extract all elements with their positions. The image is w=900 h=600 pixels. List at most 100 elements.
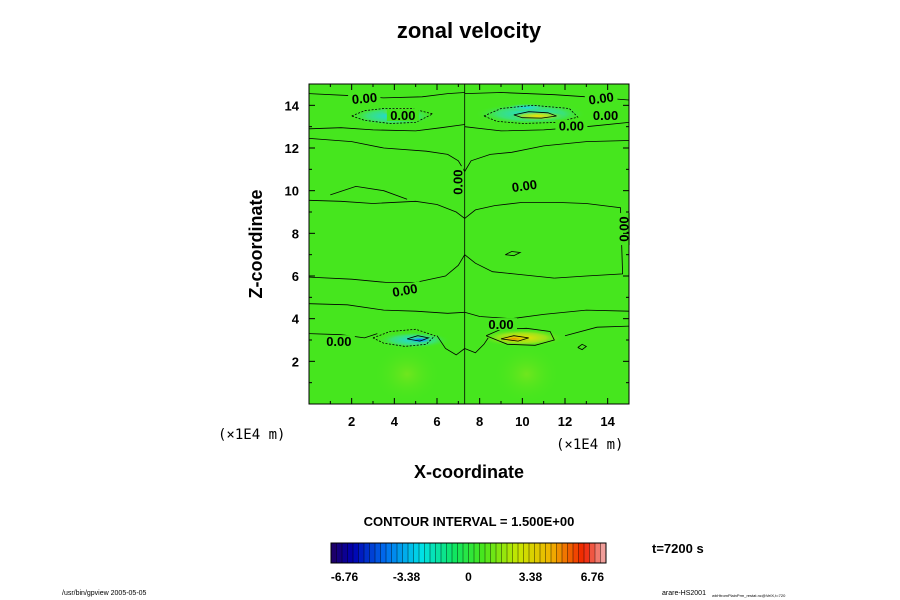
- colorbar-cell: [441, 543, 447, 563]
- contour-lower-left-top: [309, 303, 465, 314]
- colorbar-cell: [501, 543, 508, 563]
- contour-label: 0.00: [588, 89, 615, 107]
- colorbar-cell: [584, 543, 590, 563]
- contour-upper-right-core: [513, 111, 557, 119]
- colorbar-cell: [336, 543, 343, 563]
- contour-label-bg: [589, 109, 622, 121]
- feature-lower-left-bulge: [373, 344, 442, 404]
- contour-upper-left-plateau: [309, 138, 466, 172]
- colorbar-cell: [424, 543, 431, 563]
- colorbar-cell: [545, 543, 552, 563]
- y-tick-label: 12: [285, 141, 299, 156]
- colorbar-cell: [358, 543, 365, 563]
- colorbar-cell: [369, 543, 376, 563]
- contour-label: 0.00: [391, 281, 419, 300]
- plot-area: 0.000.000.000.000.000.00 0.000.000.000.00…: [285, 83, 632, 429]
- colorbar-cell: [402, 543, 409, 563]
- colorbar-cell: [589, 543, 596, 563]
- contour-lower-right-core: [500, 335, 529, 342]
- colorbar-cell: [512, 543, 519, 563]
- contour-lower-small-loop: [577, 343, 588, 351]
- colorbar-cell: [364, 543, 370, 563]
- colorbar-cell: [600, 543, 607, 563]
- colorbar-cell: [446, 543, 453, 563]
- contour-lower-left-ring: [372, 328, 436, 347]
- contour-mid-right-loop: [464, 202, 624, 279]
- contour-label: 0.00: [326, 334, 351, 349]
- colorbar-cell: [518, 543, 524, 563]
- colorbar: -6.76 -3.38 0 3.38 6.76: [330, 542, 607, 584]
- contour-interval: CONTOUR INTERVAL = 1.500E+00: [364, 514, 575, 529]
- colorbar-cell: [490, 543, 497, 563]
- contour-label: 0.00: [488, 317, 513, 332]
- colorbar-cell: [551, 543, 557, 563]
- colorbar-cell: [468, 543, 475, 563]
- colorbar-cell: [567, 543, 574, 563]
- colorbar-tick-label: -3.38: [393, 570, 421, 584]
- colorbar-cell: [419, 543, 425, 563]
- contour-label: 0.00: [593, 108, 618, 123]
- colorbar-cell: [474, 543, 480, 563]
- colorbar-cell: [391, 543, 398, 563]
- colorbar-cell: [413, 543, 420, 563]
- colorbar-cell: [342, 543, 348, 563]
- x-tick-label: 12: [558, 414, 572, 429]
- colorbar-tick-label: 6.76: [581, 570, 605, 584]
- contour-label-bg: [347, 90, 381, 106]
- contour-label-bg: [507, 177, 542, 194]
- x-tick-label: 4: [391, 414, 399, 429]
- x-tick-label: 8: [476, 414, 483, 429]
- contour-upper-left-top: [309, 92, 465, 99]
- contour-label: 0.00: [351, 90, 378, 107]
- y-tick-label: 8: [292, 226, 299, 241]
- contour-upper-left-bottom: [309, 124, 465, 132]
- feature-upper-right-negative: [505, 103, 548, 112]
- x-axis-unit: (×1E4 m): [556, 437, 623, 453]
- colorbar-ticks: -6.76 -3.38 0 3.38 6.76: [331, 570, 605, 584]
- colorbar-cell: [452, 543, 458, 563]
- colorbar-cell: [375, 543, 381, 563]
- colorbar-frame: [330, 542, 607, 564]
- contour-lower-left-core: [406, 335, 430, 342]
- contour-lower-center-left: [436, 335, 465, 356]
- colorbar-cell: [380, 543, 387, 563]
- contour-label-bg: [386, 109, 419, 121]
- y-tick-label: 10: [285, 184, 299, 199]
- contour-label-bg: [617, 213, 630, 246]
- contour-label-bg: [485, 318, 517, 331]
- contour-lines: [309, 84, 629, 404]
- time-label: t=7200 s: [652, 541, 704, 556]
- contour-label: 0.00: [390, 108, 415, 123]
- colorbar-cell: [507, 543, 513, 563]
- contour-lower-right-top: [464, 309, 629, 320]
- colorbar-tick-label: 3.38: [519, 570, 543, 584]
- contour-label-bg: [388, 281, 422, 299]
- colorbar-cell: [353, 543, 359, 563]
- colorbar-cell: [347, 543, 354, 563]
- colorbar-cell: [556, 543, 563, 563]
- x-tick-label: 2: [348, 414, 355, 429]
- plot-frame: [308, 83, 630, 405]
- footer-left: /usr/bin/gpview 2005-05-05: [62, 590, 147, 597]
- contour-upper-right-bottom: [464, 122, 629, 132]
- contour-label-bg: [322, 335, 355, 348]
- y-tick-label: 6: [292, 269, 299, 284]
- x-tick-label: 14: [600, 414, 615, 429]
- y-axis-unit: (×1E4 m): [218, 427, 285, 443]
- contour-upper-left-ring: [351, 108, 434, 124]
- contour-label: 0.00: [511, 177, 538, 195]
- x-axis-ticks: 2 4 6 8 10 12 14: [308, 84, 630, 429]
- footer-right-main: arare-HS2001: [662, 590, 706, 597]
- colorbar-cell: [463, 543, 469, 563]
- contour-lower-center-right: [464, 337, 489, 354]
- contour-label: 0.00: [450, 169, 465, 194]
- y-tick-label: 2: [292, 354, 299, 369]
- colorbar-cell: [529, 543, 535, 563]
- contour-upper-right-ring: [483, 104, 579, 124]
- colorbar-cell: [397, 543, 403, 563]
- y-axis-ticks: 2 4 6 8 10 12 14: [285, 83, 629, 405]
- colorbar-cell: [435, 543, 442, 563]
- contour-mid-left-upper: [309, 199, 465, 219]
- contour-label-bg: [584, 89, 618, 107]
- contour-mid-upper-wave: [330, 185, 408, 200]
